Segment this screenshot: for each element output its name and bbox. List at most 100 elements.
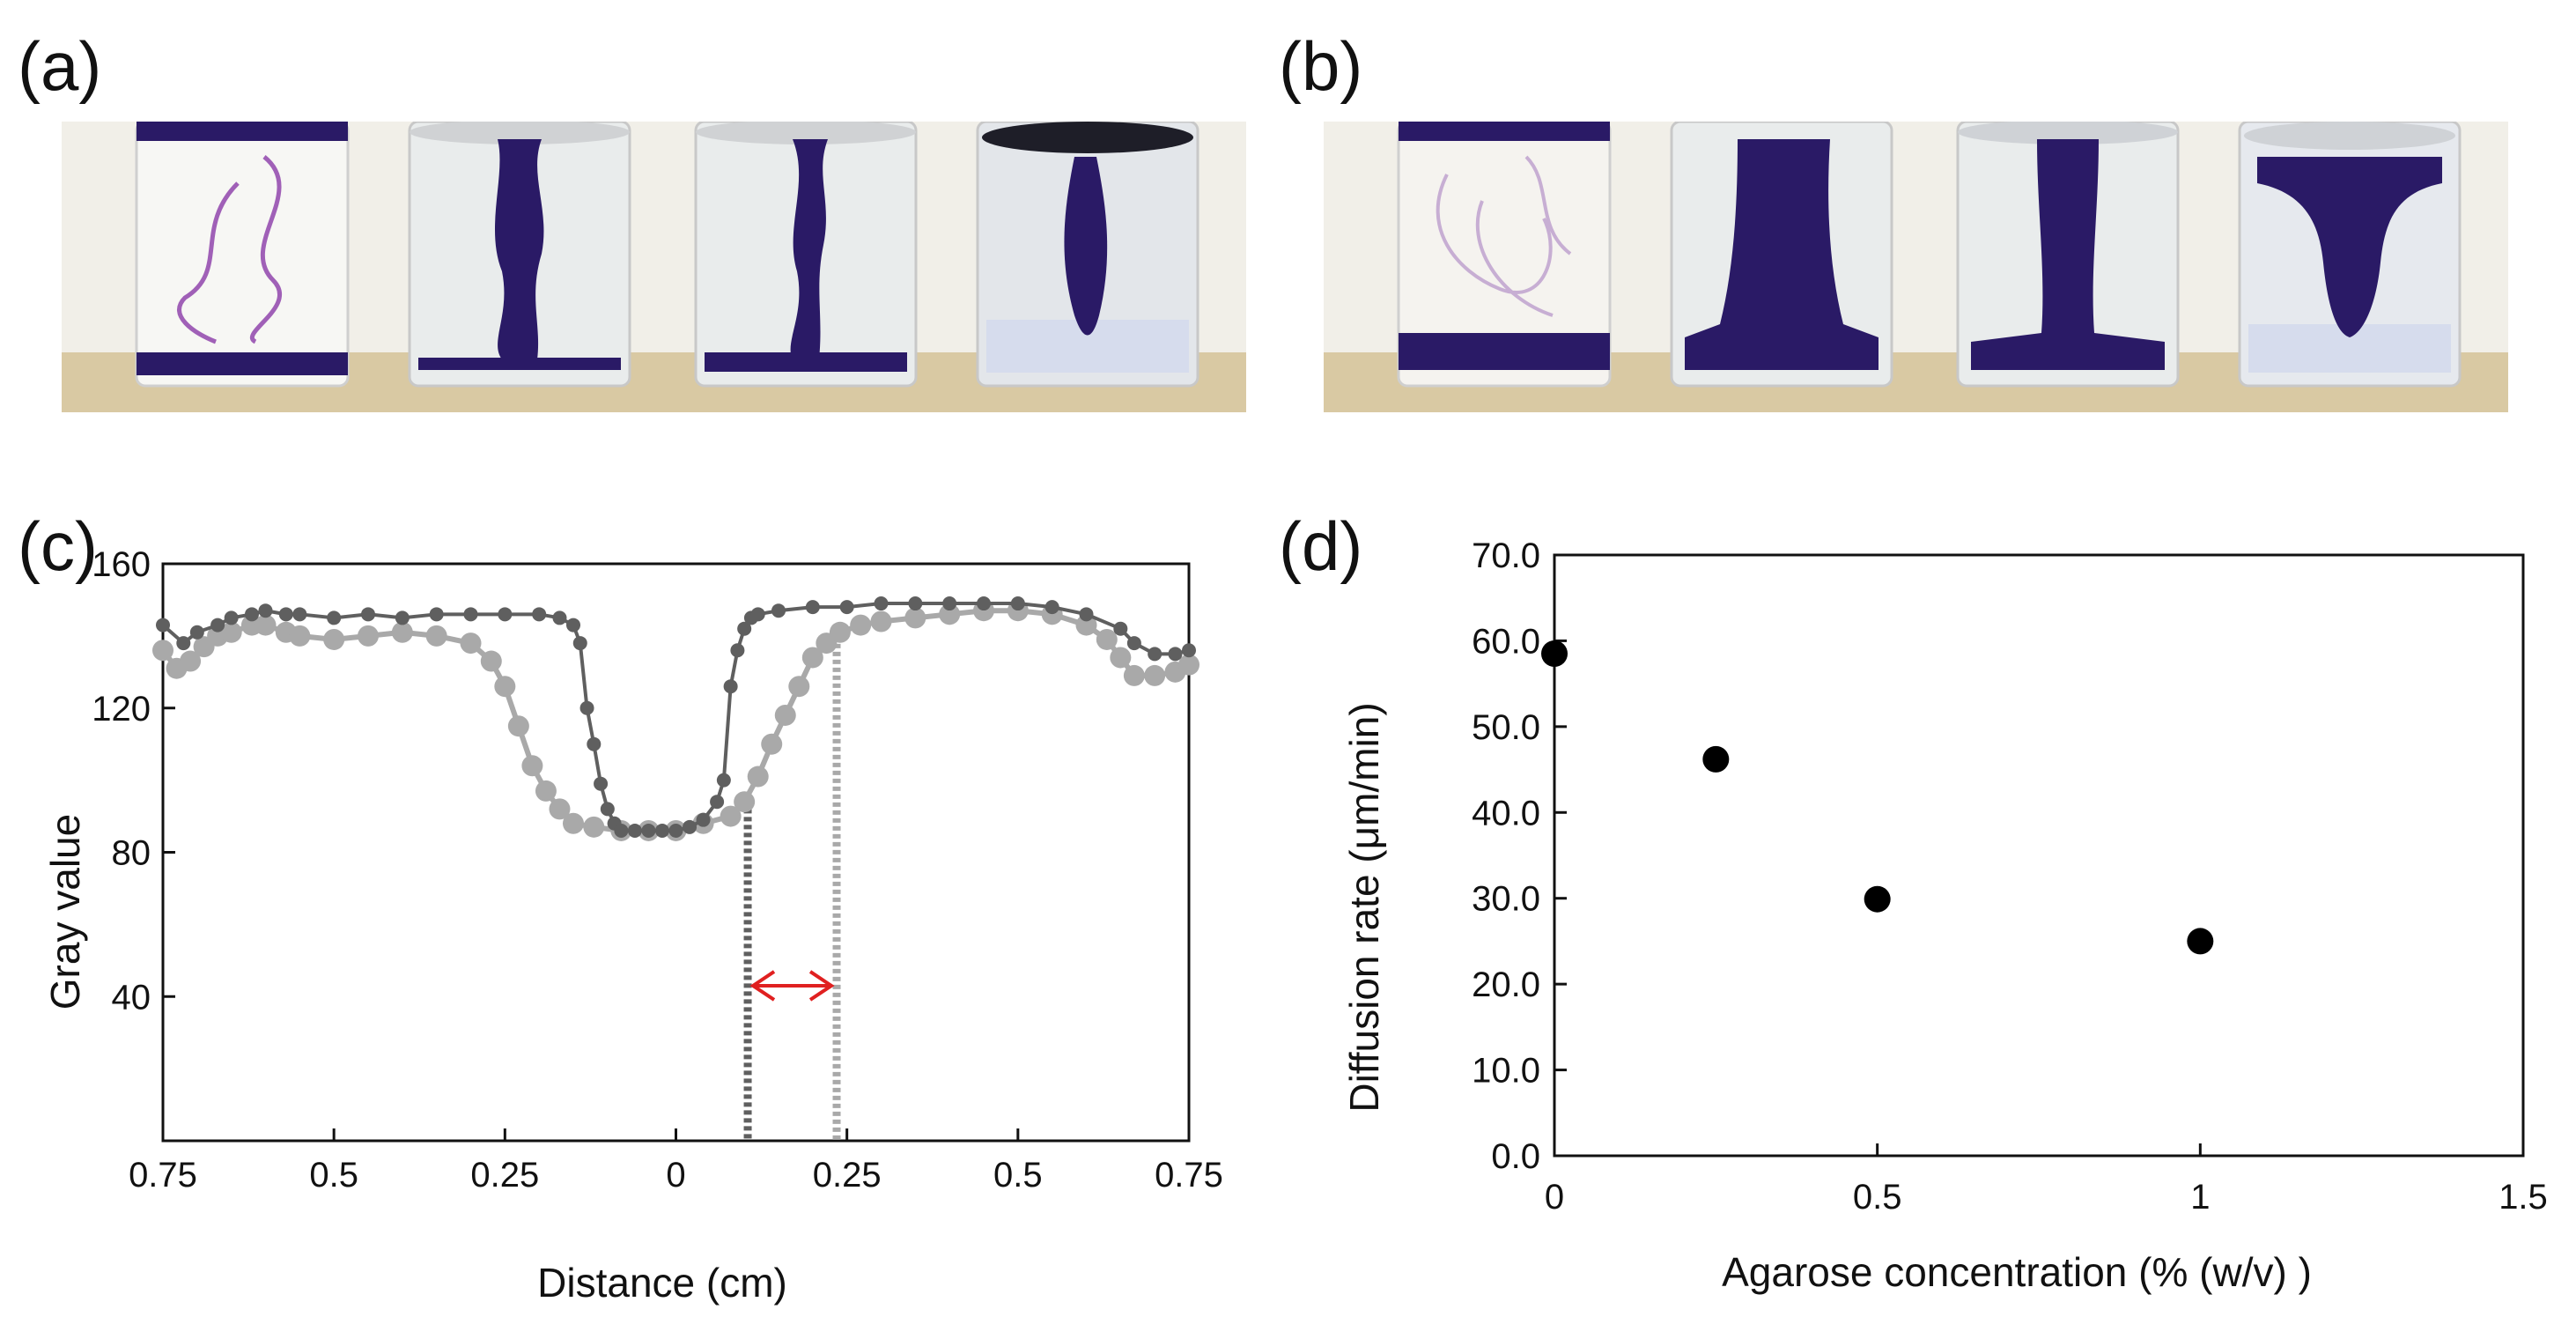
data-point [1148, 647, 1163, 662]
data-point [535, 780, 557, 802]
double-arrow-head-right [808, 970, 835, 1002]
y-tick-label: 70.0 [1472, 536, 1540, 575]
panel-b-label: (b) [1279, 27, 1363, 105]
data-point [224, 610, 239, 625]
data-point [734, 791, 756, 813]
data-point [532, 607, 547, 622]
data-point [210, 618, 225, 633]
x-tick-label: 1.5 [2498, 1178, 2548, 1217]
x-tick-label: 0.5 [1853, 1178, 1902, 1217]
data-point [572, 636, 587, 651]
data-point [255, 614, 277, 636]
data-point [668, 823, 683, 838]
data-point [579, 700, 594, 715]
data-point [594, 776, 609, 791]
x-tick-label: 1 [2190, 1178, 2210, 1217]
data-point [1075, 614, 1097, 636]
data-point [908, 596, 923, 611]
x-tick-label: 0 [1545, 1178, 1564, 1217]
data-point [2187, 928, 2214, 955]
vial-3 [694, 122, 918, 388]
data-point [429, 607, 444, 622]
data-point [278, 607, 293, 622]
data-point [189, 625, 204, 640]
data-point [552, 610, 567, 625]
data-point [1864, 885, 1891, 913]
data-point [425, 625, 447, 647]
x-tick-label: 0.25 [813, 1156, 882, 1195]
gray-value-profile-chart: 40 80 120 160 0.75 0.5 0.25 0 0.25 0.5 0.75 Distan… [42, 545, 1223, 1306]
y-tick-label: 120 [92, 690, 151, 729]
data-point [463, 607, 478, 622]
data-point [244, 607, 259, 622]
data-point [939, 603, 961, 625]
data-point [292, 607, 307, 622]
data-point [358, 625, 379, 647]
data-point [805, 600, 820, 615]
x-tick-label: 0 [666, 1156, 685, 1195]
data-point [1096, 628, 1118, 650]
data-point [870, 610, 892, 633]
data-point [327, 610, 342, 625]
double-arrow-head-left [749, 970, 776, 1002]
vial-photo-b [1324, 122, 2508, 412]
data-point [180, 650, 202, 672]
vial-4 [2238, 122, 2462, 388]
plot-frame [161, 562, 1191, 1143]
panel-c-label: (c) [18, 507, 98, 585]
x-axis-label: Distance (cm) [537, 1260, 787, 1306]
data-point [737, 621, 752, 636]
diffusion-rate-chart: 0.010.020.030.040.050.060.070.00 0.5 1 1.5 … [1341, 536, 2548, 1295]
data-point [1182, 643, 1196, 658]
data-point [391, 621, 413, 643]
data-point [771, 603, 786, 618]
plot-frame [1553, 553, 2525, 1158]
y-tick-label: 40 [112, 978, 151, 1017]
data-point [1079, 607, 1094, 622]
y-tick-label: 60.0 [1472, 622, 1540, 661]
y-tick-label: 160 [92, 545, 151, 584]
data-point [498, 607, 513, 622]
data-point [977, 596, 991, 611]
x-tick-label: 0.25 [470, 1156, 539, 1195]
x-tick-label: 0.5 [309, 1156, 358, 1195]
data-point [641, 823, 656, 838]
data-point [627, 823, 642, 838]
data-point [176, 636, 191, 651]
data-point [716, 773, 731, 788]
data-point [152, 640, 173, 662]
data-point [156, 618, 170, 633]
data-point [600, 802, 615, 817]
data-point [723, 679, 738, 694]
data-point [521, 755, 543, 777]
vial-4 [976, 122, 1199, 388]
data-point [1044, 600, 1059, 615]
series-line [160, 608, 1191, 833]
data-point [1010, 596, 1025, 611]
data-point [850, 614, 872, 636]
y-axis-label: Diffusion rate (μm/min) [1341, 702, 1387, 1112]
y-tick-label: 30.0 [1472, 880, 1540, 919]
data-point [720, 805, 742, 827]
y-axis-label: Gray value [42, 814, 88, 1010]
data-point [1702, 745, 1730, 773]
data-point [747, 766, 769, 788]
vial-photo-a [62, 122, 1246, 412]
data-point [1113, 621, 1128, 636]
data-point [480, 650, 502, 672]
data-point [829, 621, 851, 643]
data-point [874, 596, 889, 611]
data-point [942, 596, 957, 611]
data-point [1178, 654, 1199, 676]
data-point [1144, 664, 1166, 686]
data-point [460, 633, 482, 655]
panel-d-label: (d) [1279, 507, 1363, 585]
y-tick-label: 40.0 [1472, 794, 1540, 832]
y-tick-label: 20.0 [1472, 965, 1540, 1004]
data-point [583, 816, 605, 838]
data-point [654, 823, 669, 838]
vial-2 [1670, 122, 1893, 388]
data-point [614, 823, 629, 838]
data-point [761, 733, 783, 755]
data-point [1541, 640, 1568, 668]
